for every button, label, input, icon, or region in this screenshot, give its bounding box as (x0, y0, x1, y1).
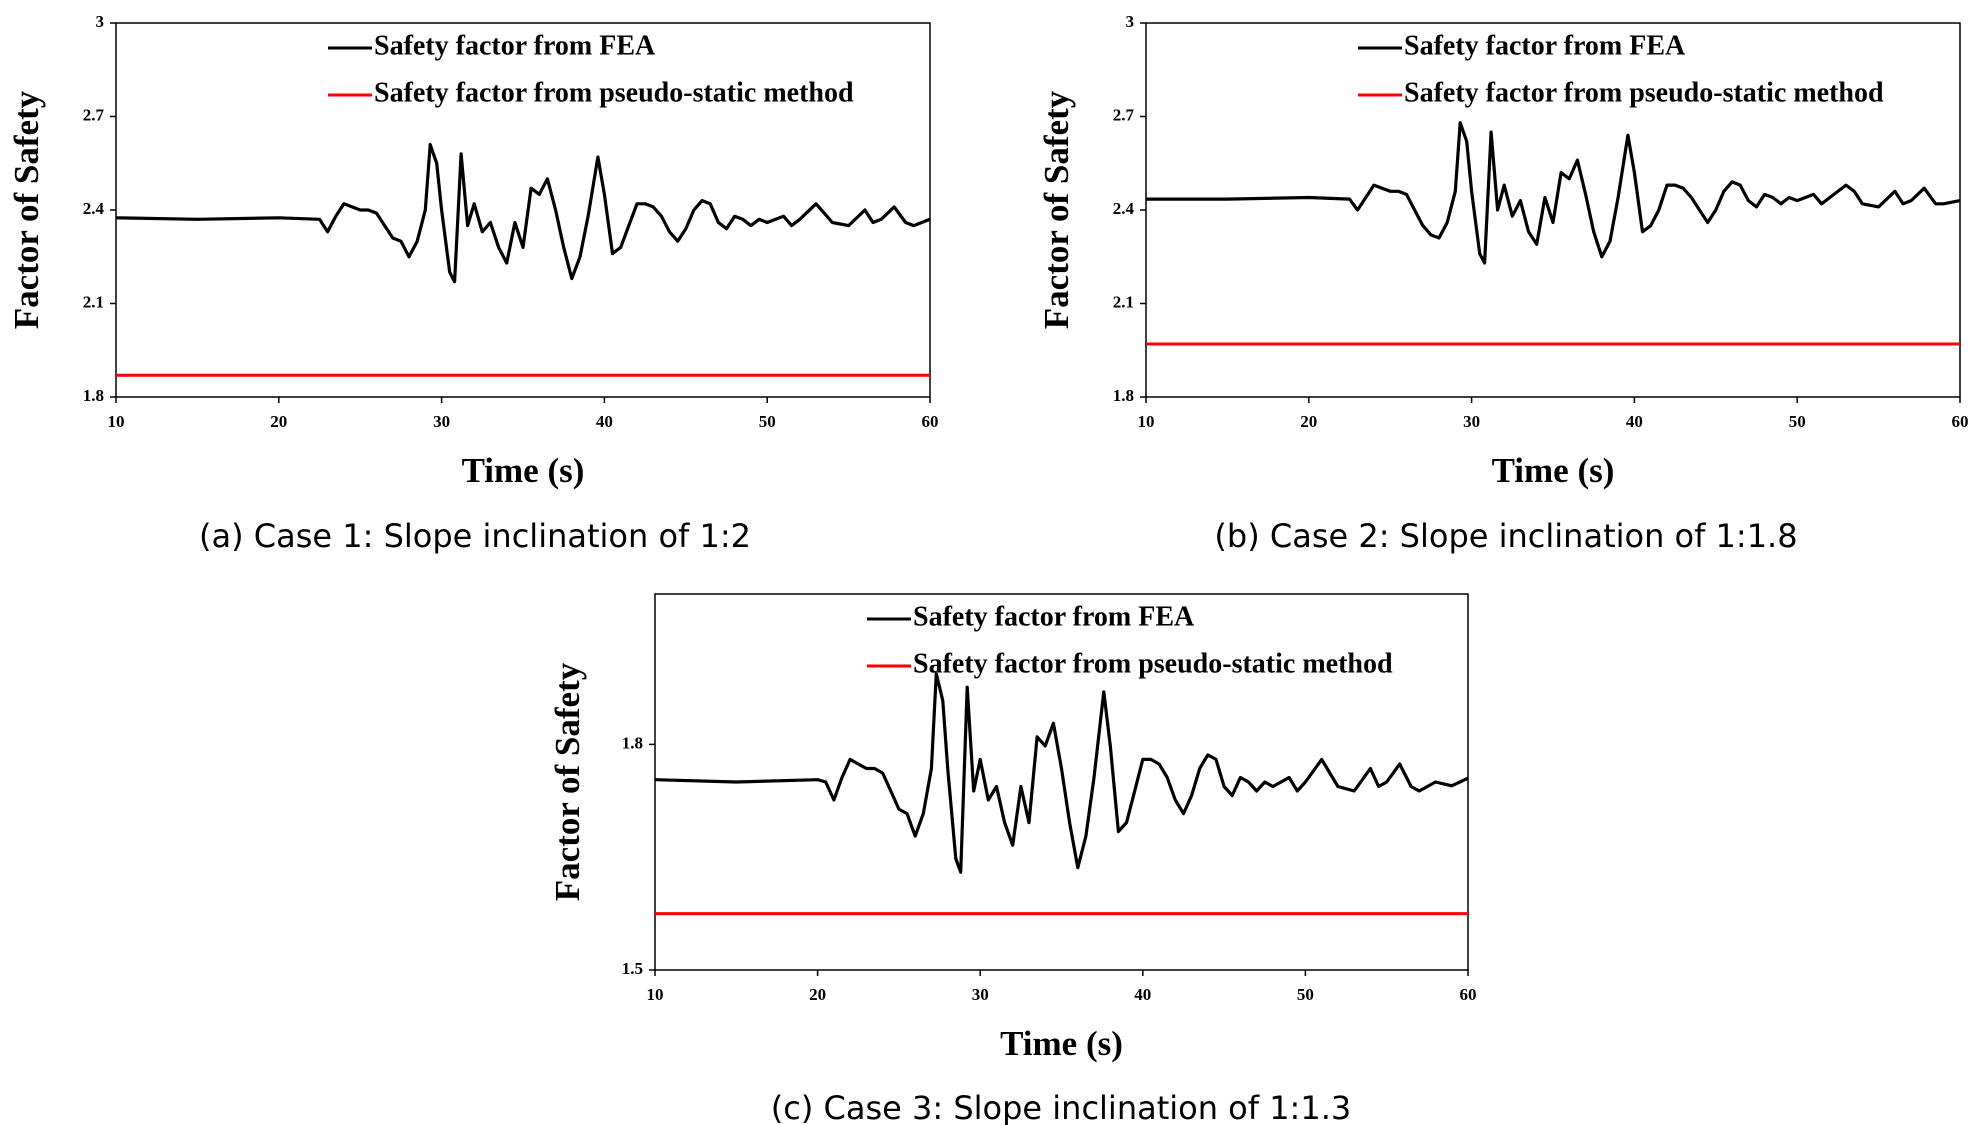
series-line (115, 143, 931, 284)
series-line (1146, 121, 1961, 265)
y-tick-label: 2.7 (83, 105, 105, 124)
legend-label: Safety factor from FEA (374, 30, 656, 61)
legend-label: Safety factor from pseudo-static method (374, 77, 854, 108)
x-tick-label: 60 (922, 412, 939, 431)
y-tick-label: 2.4 (83, 199, 105, 218)
x-tick-label: 50 (759, 412, 776, 431)
x-tick-label: 10 (1138, 412, 1155, 431)
legend-label: Safety factor from FEA (1404, 30, 1686, 61)
caption: (c) Case 3: Slope inclination of 1:1.3 (771, 1089, 1351, 1125)
caption: (b) Case 2: Slope inclination of 1:1.8 (1214, 517, 1797, 555)
y-axis-title: Factor of Safety (548, 662, 587, 901)
x-tick-label: 30 (972, 985, 989, 1004)
y-axis-title: Factor of Safety (7, 90, 46, 329)
x-tick-label: 20 (809, 985, 826, 1004)
legend-label: Safety factor from FEA (913, 601, 1195, 632)
x-tick-label: 10 (108, 412, 125, 431)
x-tick-label: 50 (1297, 985, 1314, 1004)
x-axis-title: Time (s) (462, 451, 585, 490)
x-tick-label: 20 (1300, 412, 1317, 431)
x-axis-title: Time (s) (1492, 451, 1615, 490)
y-tick-label: 1.8 (1113, 386, 1134, 405)
y-tick-label: 1.8 (622, 733, 643, 752)
x-tick-label: 40 (1626, 412, 1643, 431)
x-tick-label: 30 (1463, 412, 1480, 431)
x-tick-label: 50 (1789, 412, 1806, 431)
plot-area (654, 593, 1469, 971)
y-tick-label: 3 (96, 12, 105, 31)
y-tick-label: 3 (1126, 12, 1135, 31)
y-tick-label: 1.8 (83, 386, 104, 405)
x-tick-label: 20 (270, 412, 287, 431)
x-tick-label: 10 (647, 985, 664, 1004)
y-tick-label: 2.1 (83, 292, 104, 311)
x-tick-label: 30 (433, 412, 450, 431)
x-axis-title: Time (s) (1000, 1024, 1123, 1063)
x-tick-label: 40 (1134, 985, 1151, 1004)
x-tick-label: 60 (1460, 985, 1477, 1004)
legend-label: Safety factor from pseudo-static method (1404, 77, 1884, 108)
series-line (654, 672, 1469, 874)
caption: (a) Case 1: Slope inclination of 1:2 (199, 517, 751, 555)
legend-label: Safety factor from pseudo-static method (913, 648, 1393, 679)
y-tick-label: 2.7 (1113, 105, 1135, 124)
y-tick-label: 2.4 (1113, 199, 1135, 218)
y-tick-label: 1.5 (622, 959, 643, 978)
x-tick-label: 60 (1952, 412, 1969, 431)
y-tick-label: 2.1 (1113, 292, 1134, 311)
x-tick-label: 40 (596, 412, 613, 431)
y-axis-title: Factor of Safety (1037, 90, 1076, 329)
